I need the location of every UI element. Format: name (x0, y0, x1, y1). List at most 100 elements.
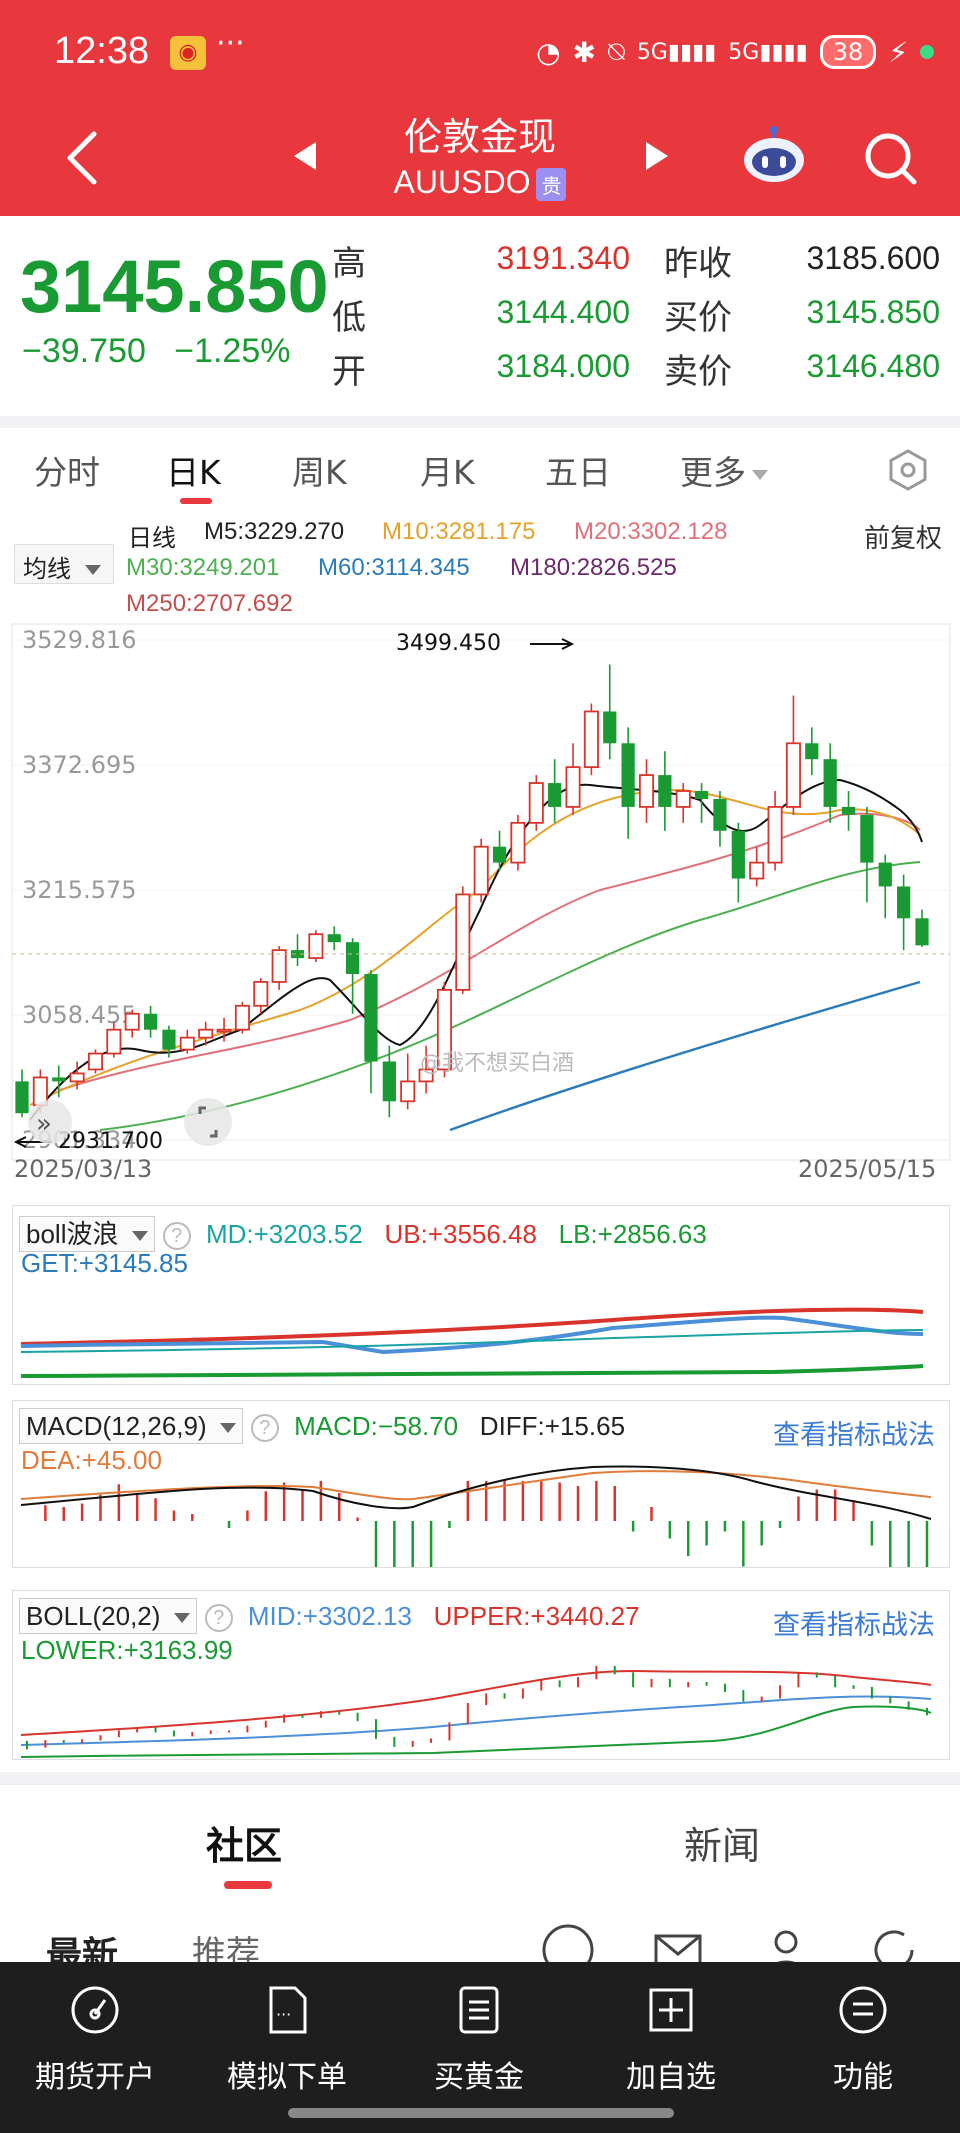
svg-text:···: ··· (276, 2005, 291, 2024)
mail-icon[interactable] (650, 1922, 706, 1962)
boll-chart (20, 1665, 932, 1758)
candle-body (162, 1029, 176, 1050)
candles (15, 664, 929, 1118)
svg-text:»: » (36, 1109, 52, 1139)
ask-value: 3146.480 (806, 348, 940, 384)
candle-body (694, 791, 709, 799)
nav-functions[interactable]: 功能 (768, 1984, 958, 2096)
nav-functions-label: 功能 (833, 2060, 893, 2095)
candle-body (805, 743, 819, 760)
candlestick-chart[interactable]: 3529.8163372.6953215.5753058.4552901.334… (0, 620, 960, 1180)
ma-m5: M5:3229.270 (204, 518, 345, 545)
y-tick-label: 3529.816 (22, 626, 137, 654)
candle-body (253, 981, 269, 1007)
active-tab-indicator (224, 1881, 272, 1889)
macd-header: MACD(12,26,9) ? MACD:−58.70 DIFF:+15.65 (19, 1408, 625, 1444)
subtab-recommended[interactable]: 推荐 (192, 1934, 260, 1962)
change-value: −39.750 (22, 332, 146, 370)
candle-body (860, 814, 874, 863)
boll-mid: MID:+3302.13 (247, 1601, 412, 1631)
candle-body (455, 893, 471, 991)
macd-histogram (44, 1481, 929, 1567)
symbol-text: AUUSDO (393, 164, 531, 200)
tab-five-day[interactable]: 五日 (545, 453, 611, 492)
list-document-icon (459, 1986, 499, 2034)
candle-body (492, 846, 507, 863)
candle-body (621, 743, 635, 807)
boll-strategy-link[interactable]: 查看指标战法 (773, 1610, 935, 1641)
menu-circle-icon (839, 1986, 887, 2034)
low-value: 3144.400 (496, 294, 630, 330)
tab-news[interactable]: 新闻 (684, 1824, 761, 1868)
nav-open-account[interactable]: 期货开户 (0, 1984, 190, 2096)
tab-more[interactable]: 更多 (680, 446, 768, 494)
help-icon[interactable]: ? (162, 1222, 191, 1251)
tab-community[interactable]: 社区 (206, 1824, 283, 1868)
status-bar: 12:38 ◉ ··· ◔ ✱ ⍉ 5G▮▮▮▮ 5G▮▮▮▮ 38 ⚡ (0, 0, 960, 106)
candle-body (124, 1012, 140, 1031)
nav-add-watchlist[interactable]: 加自选 (576, 1984, 766, 2096)
prev-close-value: 3185.600 (806, 240, 940, 276)
ma60-line (99, 861, 921, 1131)
macd-strategy-link[interactable]: 查看指标战法 (773, 1420, 935, 1451)
y-tick-label: 3215.575 (22, 876, 137, 904)
mute-icon: ⍉ (608, 35, 625, 68)
ma-selector[interactable]: 均线 (14, 544, 114, 584)
candle-body (897, 886, 911, 919)
candle-body (382, 1061, 396, 1102)
boll-wave-chart (20, 1307, 924, 1378)
status-time: 12:38 (54, 30, 150, 72)
robot-assistant-icon[interactable] (742, 126, 806, 186)
candle-body (346, 942, 360, 974)
ma250-line (449, 980, 921, 1132)
help-icon[interactable]: ? (250, 1414, 279, 1443)
page-title: 伦敦金现 (403, 115, 556, 159)
tab-timeshare[interactable]: 分时 (34, 453, 100, 492)
nav-add-watchlist-label: 加自选 (626, 2060, 716, 2095)
nav-simulated-order-label: 模拟下单 (227, 2060, 347, 2095)
community-subtabs: 最新 推荐 (0, 1892, 960, 1962)
prev-symbol-icon[interactable] (294, 142, 316, 170)
high-value: 3191.340 (496, 240, 630, 276)
change-percent: −1.25% (174, 332, 291, 370)
settings-hexagon-icon[interactable] (886, 448, 930, 492)
candle-body (87, 1052, 103, 1071)
boll-wave-selector[interactable]: boll波浪 (19, 1216, 155, 1252)
chevron-down-icon (173, 1613, 190, 1624)
back-arrow-icon[interactable] (62, 128, 102, 188)
precious-badge: 贵 (536, 168, 567, 202)
nav-buy-gold[interactable]: 买黄金 (384, 1984, 574, 2096)
boll-panel: BOLL(20,2) ? MID:+3302.13 UPPER:+3440.27… (12, 1590, 950, 1760)
adjust-mode[interactable]: 前复权 (863, 524, 942, 554)
nav-open-account-label: 期货开户 (35, 2060, 155, 2095)
boll-wave-header: boll波浪 ? MD:+3203.52 UB:+3556.48 LB:+285… (19, 1214, 707, 1252)
boll-selector[interactable]: BOLL(20,2) (19, 1598, 197, 1634)
prev-close-label: 昨收 (664, 244, 732, 284)
nav-simulated-order[interactable]: ··· 模拟下单 (192, 1984, 382, 2096)
help-icon[interactable]: ? (204, 1604, 233, 1633)
fullscreen-button[interactable] (184, 1098, 232, 1146)
search-icon[interactable] (862, 130, 918, 186)
low-annotation: 2931.700 (58, 1129, 163, 1154)
quote-panel: 3145.850 −39.750 −1.25% 高 低 开 3191.340 3… (0, 216, 960, 416)
candle-body (106, 1028, 122, 1055)
ma-selector-label: 均线 (23, 555, 71, 583)
ma-m60: M60:3114.345 (318, 554, 470, 581)
tab-daily-k[interactable]: 日K (166, 453, 221, 492)
tab-monthly-k[interactable]: 月K (420, 453, 475, 492)
subtab-latest[interactable]: 最新 (46, 1935, 119, 1962)
add-square-icon (649, 1988, 693, 2032)
watermark: @我不想买白酒 (420, 1051, 574, 1076)
user-icon[interactable] (758, 1922, 814, 1962)
next-symbol-icon[interactable] (646, 142, 668, 170)
candle-body (510, 821, 526, 864)
refresh-icon[interactable] (866, 1922, 922, 1962)
top-header: 12:38 ◉ ··· ◔ ✱ ⍉ 5G▮▮▮▮ 5G▮▮▮▮ 38 ⚡ 伦敦金… (0, 0, 960, 216)
topic-icon[interactable] (540, 1922, 596, 1962)
tab-weekly-k[interactable]: 周K (292, 453, 347, 492)
macd-selector[interactable]: MACD(12,26,9) (19, 1408, 243, 1444)
boll-candles (26, 1665, 928, 1750)
expand-button[interactable]: » (28, 1100, 72, 1144)
divider (0, 1772, 960, 1784)
boll-upper: UPPER:+3440.27 (433, 1601, 640, 1631)
